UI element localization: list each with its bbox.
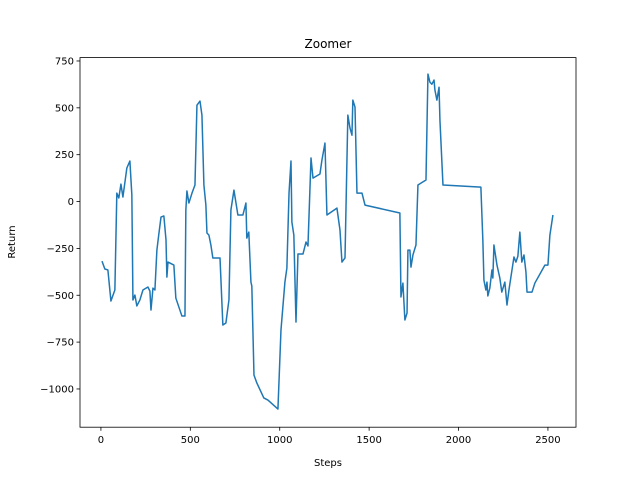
x-axis-label: Steps bbox=[314, 458, 342, 469]
y-axis-label: Return bbox=[7, 225, 18, 258]
y-tick-label: 500 bbox=[55, 103, 74, 114]
y-tick-label: 0 bbox=[68, 197, 74, 208]
x-tick-label: 0 bbox=[98, 435, 104, 446]
x-tick-label: 2000 bbox=[446, 435, 471, 446]
y-tick-label: −1000 bbox=[40, 384, 74, 395]
y-tick-label: −500 bbox=[47, 291, 74, 302]
y-tick-label: −750 bbox=[47, 338, 74, 349]
chart-title: Zoomer bbox=[305, 37, 352, 51]
x-tick-label: 500 bbox=[181, 435, 200, 446]
x-tick-label: 1000 bbox=[267, 435, 292, 446]
y-tick-label: 750 bbox=[55, 56, 74, 67]
x-tick-label: 1500 bbox=[356, 435, 381, 446]
x-tick-label: 2500 bbox=[535, 435, 560, 446]
line-series bbox=[101, 73, 554, 410]
plot-frame bbox=[79, 57, 577, 428]
y-tick-label: 250 bbox=[55, 150, 74, 161]
y-tick-label: −250 bbox=[47, 244, 74, 255]
